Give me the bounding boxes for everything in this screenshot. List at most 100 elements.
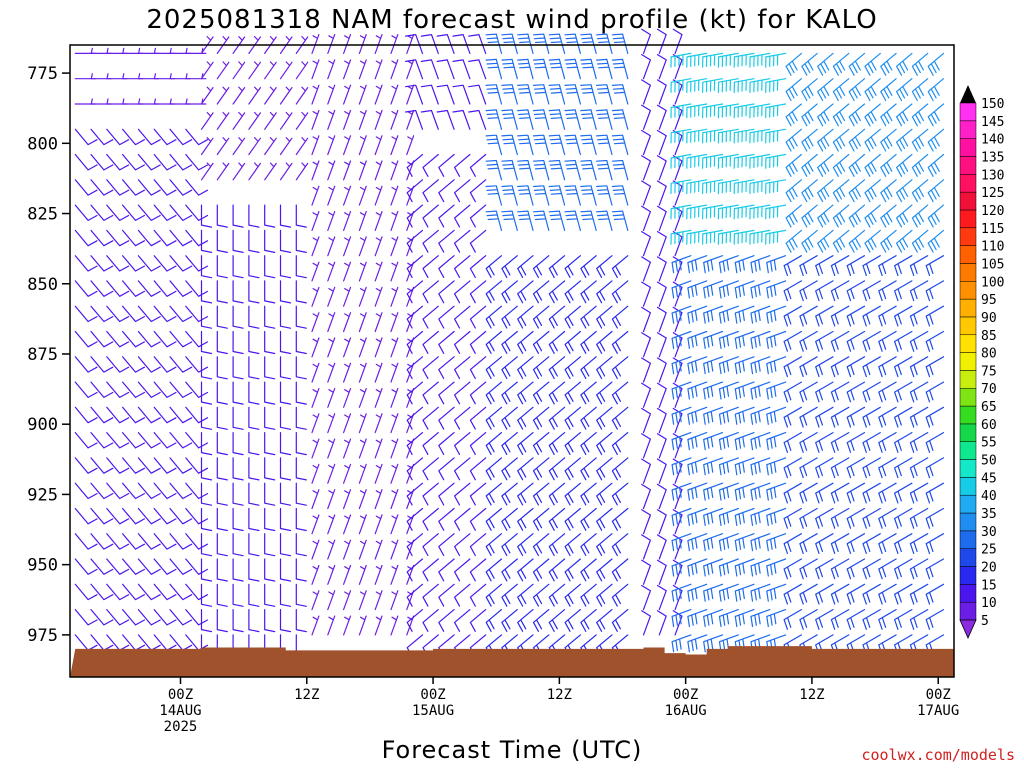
wind-barb bbox=[686, 153, 708, 169]
wind-barb bbox=[485, 533, 503, 557]
wind-barb bbox=[911, 78, 929, 102]
wind-barb bbox=[832, 153, 850, 177]
wind-barb bbox=[896, 78, 913, 102]
wind-barb bbox=[880, 204, 897, 228]
wind-barb bbox=[153, 330, 177, 348]
wind-barb bbox=[422, 507, 439, 531]
wind-barb bbox=[469, 432, 487, 455]
wind-barb bbox=[878, 356, 897, 378]
wind-barb bbox=[374, 185, 383, 206]
wind-barb bbox=[200, 137, 214, 156]
wind-barb bbox=[406, 514, 415, 535]
wind-barb bbox=[200, 507, 213, 532]
wind-barb bbox=[641, 433, 651, 459]
wind-barb bbox=[406, 261, 415, 282]
wind-barb bbox=[517, 109, 534, 130]
wind-barb bbox=[564, 210, 581, 231]
wind-barb bbox=[848, 103, 866, 127]
wind-barbs bbox=[74, 28, 945, 658]
wind-barb bbox=[137, 356, 161, 373]
wind-barb bbox=[279, 356, 292, 380]
wind-barb bbox=[765, 52, 787, 68]
wind-barb bbox=[295, 162, 309, 181]
wind-barb bbox=[358, 59, 367, 80]
wind-barb bbox=[532, 558, 550, 582]
colorbar-label: 15 bbox=[981, 578, 997, 593]
wind-barb bbox=[169, 179, 193, 196]
wind-barb bbox=[611, 406, 629, 430]
wind-barb bbox=[766, 482, 787, 501]
wind-barb bbox=[848, 78, 866, 102]
wind-barb bbox=[564, 84, 581, 105]
wind-barb bbox=[501, 33, 518, 54]
wind-barb bbox=[74, 609, 98, 626]
wind-barb bbox=[390, 261, 399, 282]
wind-barb bbox=[656, 407, 667, 434]
wind-barb bbox=[390, 286, 399, 307]
wind-barb bbox=[580, 305, 597, 329]
wind-barb bbox=[702, 52, 724, 68]
wind-barb bbox=[358, 590, 367, 611]
wind-barb bbox=[548, 432, 566, 455]
wind-barb bbox=[670, 103, 692, 119]
wind-barb bbox=[734, 609, 755, 628]
wind-barb bbox=[390, 312, 399, 333]
wind-barb bbox=[641, 584, 651, 611]
wind-barb bbox=[717, 179, 739, 195]
wind-barb bbox=[169, 204, 193, 221]
wind-barb bbox=[927, 52, 945, 76]
wind-barb bbox=[548, 406, 566, 430]
wind-barb bbox=[137, 583, 161, 601]
wind-barb bbox=[501, 210, 518, 231]
wind-barb bbox=[169, 507, 193, 525]
wind-barb bbox=[641, 458, 651, 484]
wind-barb bbox=[279, 137, 293, 156]
wind-barb bbox=[641, 483, 651, 510]
wind-barb bbox=[687, 609, 708, 628]
wind-barb bbox=[137, 98, 159, 105]
wind-barb bbox=[327, 211, 336, 231]
colorbar-swatch bbox=[959, 174, 977, 193]
wind-barb bbox=[438, 482, 455, 506]
wind-barb bbox=[641, 407, 651, 434]
wind-barb bbox=[232, 609, 244, 633]
wind-barb bbox=[548, 381, 566, 405]
colorbar-label: 40 bbox=[981, 489, 997, 504]
wind-barb bbox=[343, 109, 352, 130]
wind-barb bbox=[703, 482, 724, 501]
wind-barb bbox=[766, 406, 787, 425]
wind-barb bbox=[232, 229, 244, 253]
wind-barb bbox=[295, 305, 307, 329]
wind-barb bbox=[862, 558, 881, 580]
wind-barb bbox=[641, 180, 651, 206]
terrain bbox=[70, 646, 954, 677]
wind-barb bbox=[878, 406, 897, 428]
wind-barb bbox=[264, 61, 277, 80]
wind-barb bbox=[279, 507, 292, 532]
wind-barb bbox=[783, 432, 802, 453]
wind-barb bbox=[799, 330, 818, 352]
x-tick-label: 2025 bbox=[164, 719, 198, 735]
wind-barb bbox=[750, 330, 771, 349]
wind-barb bbox=[438, 406, 455, 430]
colorbar-label: 5 bbox=[981, 614, 989, 629]
wind-barb bbox=[783, 482, 802, 504]
wind-barb bbox=[817, 52, 834, 76]
wind-barb bbox=[343, 388, 352, 408]
wind-barb bbox=[927, 229, 945, 253]
wind-barb bbox=[846, 406, 866, 428]
wind-barb bbox=[406, 482, 424, 506]
wind-barb bbox=[799, 280, 818, 302]
colorbar-swatch bbox=[959, 209, 977, 229]
wind-barb bbox=[406, 388, 415, 408]
wind-barb bbox=[264, 558, 276, 582]
wind-barb bbox=[264, 86, 277, 105]
wind-barb bbox=[894, 457, 913, 479]
wind-barb bbox=[169, 255, 193, 272]
wind-barb bbox=[485, 210, 503, 231]
wind-barb bbox=[311, 388, 320, 408]
wind-barb bbox=[548, 280, 566, 304]
wind-barb bbox=[74, 280, 98, 297]
wind-barb bbox=[878, 432, 897, 453]
wind-barb bbox=[703, 457, 724, 476]
